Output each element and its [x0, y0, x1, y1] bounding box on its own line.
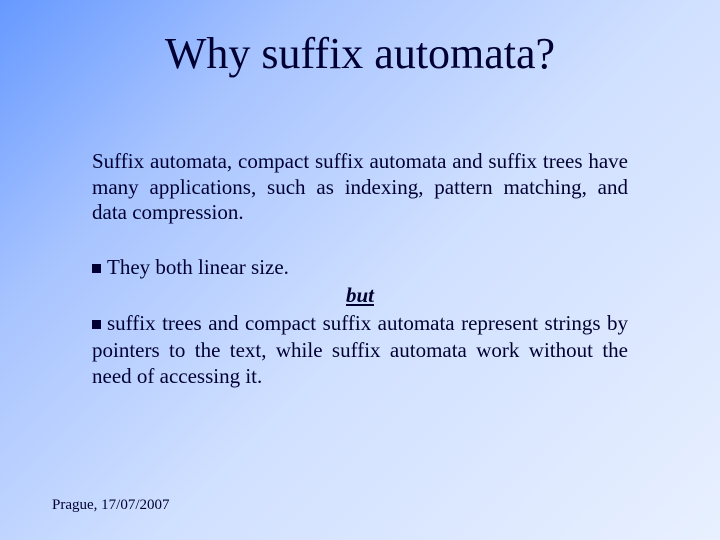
intro-paragraph: Suffix automata, compact suffix automata… — [92, 149, 628, 226]
bullet-list: They both linear size. but suffix trees … — [92, 254, 628, 389]
bullet-separator: but — [92, 282, 628, 308]
bullet-text-2: suffix trees and compact suffix automata… — [92, 311, 628, 388]
bullet-item-2: suffix trees and compact suffix automata… — [92, 310, 628, 389]
footer-text: Prague, 17/07/2007 — [52, 497, 170, 514]
slide-title: Why suffix automata? — [0, 28, 720, 79]
slide-body: Suffix automata, compact suffix automata… — [0, 149, 720, 389]
slide: Why suffix automata? Suffix automata, co… — [0, 0, 720, 540]
bullet-square-icon — [92, 320, 101, 329]
bullet-text-1: They both linear size. — [107, 255, 289, 279]
bullet-square-icon — [92, 264, 101, 273]
bullet-item-1: They both linear size. — [92, 254, 628, 280]
